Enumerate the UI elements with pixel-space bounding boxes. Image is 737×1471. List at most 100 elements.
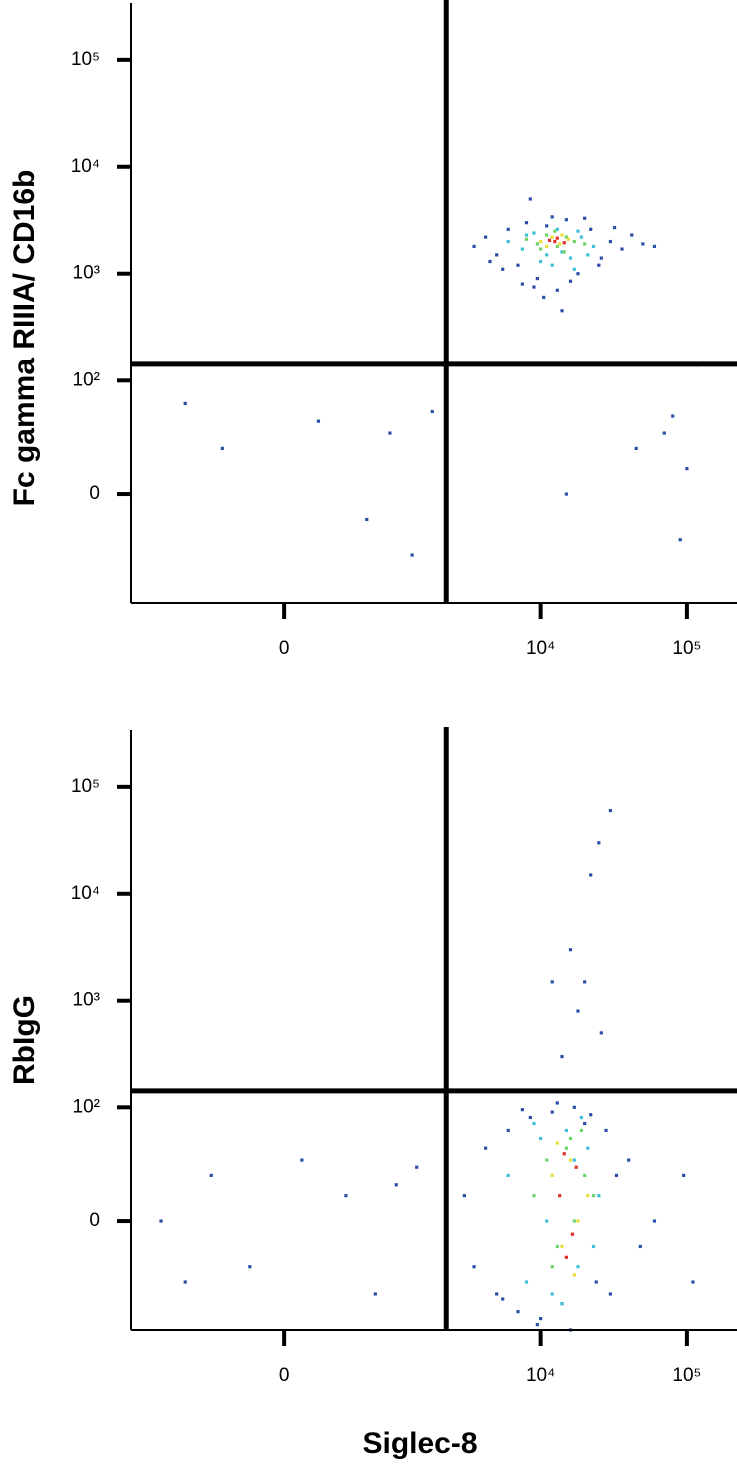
y-tick-label: 10² xyxy=(73,1096,100,1117)
event-dot xyxy=(550,1173,554,1177)
event-dot xyxy=(652,1219,657,1223)
event-dot xyxy=(564,235,568,239)
event-dot xyxy=(501,1297,505,1301)
event-dot xyxy=(576,1009,580,1013)
event-dot xyxy=(560,233,564,237)
event-dot xyxy=(568,1136,573,1141)
event-dot xyxy=(539,239,543,244)
y-tick-label: 10⁴ xyxy=(71,156,100,177)
event-dot xyxy=(564,1255,568,1259)
event-dot xyxy=(550,235,554,239)
event-dot xyxy=(572,1105,576,1109)
event-dot xyxy=(576,1219,580,1223)
x-tick-label: 10⁴ xyxy=(526,638,555,659)
event-dot xyxy=(652,244,657,249)
event-dot xyxy=(562,241,566,245)
event-dot xyxy=(604,1128,608,1133)
event-dot xyxy=(576,229,580,233)
event-dot xyxy=(591,1194,596,1198)
event-dot xyxy=(572,267,576,271)
event-dot xyxy=(572,239,576,244)
event-dot xyxy=(373,1292,377,1296)
y-tick-label: 10⁵ xyxy=(71,49,100,70)
event-dot xyxy=(550,263,554,267)
event-dot xyxy=(520,247,524,251)
event-dot xyxy=(612,225,617,230)
event-dot xyxy=(484,235,488,239)
event-dot xyxy=(594,1280,598,1284)
event-dot xyxy=(589,873,593,877)
event-dot xyxy=(562,1152,566,1156)
event-dot xyxy=(388,431,392,435)
y-tick-label: 10⁴ xyxy=(71,883,100,904)
event-dot xyxy=(484,1146,488,1150)
event-dot xyxy=(524,1280,529,1284)
event-dot xyxy=(472,1265,476,1269)
x-tick-label: 0 xyxy=(279,1365,290,1386)
event-dot xyxy=(520,1108,524,1112)
event-dot xyxy=(410,553,414,557)
event-dot xyxy=(528,1115,532,1120)
event-dot xyxy=(545,224,549,228)
event-dot xyxy=(506,227,510,231)
event-dot xyxy=(572,1273,576,1277)
event-dot xyxy=(300,1158,304,1162)
event-dot xyxy=(344,1194,348,1198)
event-dot xyxy=(495,1292,499,1296)
event-dot xyxy=(539,259,543,264)
x-tick-label: 10⁴ xyxy=(526,1365,555,1386)
event-dot xyxy=(583,1121,587,1126)
event-dot xyxy=(671,414,675,418)
event-dot xyxy=(586,253,590,257)
event-dot xyxy=(506,239,510,244)
event-dot xyxy=(159,1219,163,1223)
event-dot xyxy=(545,1219,549,1223)
event-dot xyxy=(560,250,564,254)
x-tick-label: 0 xyxy=(279,638,290,659)
event-dot xyxy=(365,517,369,522)
event-dot xyxy=(542,295,546,300)
event-dot xyxy=(558,1194,562,1198)
event-dot xyxy=(316,419,321,423)
event-dot xyxy=(568,256,573,260)
event-dot xyxy=(634,446,638,450)
event-dot xyxy=(564,1128,568,1133)
event-dot xyxy=(576,272,580,276)
event-dot xyxy=(568,948,573,952)
event-dot xyxy=(488,259,492,264)
event-dot xyxy=(560,1244,564,1249)
event-dot xyxy=(591,1244,596,1249)
event-dot xyxy=(614,1173,619,1177)
event-dot xyxy=(516,263,520,267)
event-dot xyxy=(579,1128,584,1133)
y-tick-label: 10³ xyxy=(73,990,100,1011)
event-dot xyxy=(553,229,557,233)
event-dot xyxy=(576,1265,580,1269)
x-axis-title: Siglec-8 xyxy=(362,1427,477,1460)
y-axis-title: RbIgG xyxy=(8,995,41,1085)
event-dot xyxy=(638,1244,642,1249)
event-dot xyxy=(641,242,645,246)
event-dot xyxy=(516,1310,520,1314)
event-dot xyxy=(553,239,557,244)
event-dot xyxy=(430,409,434,414)
event-dot xyxy=(685,467,689,471)
event-dot xyxy=(506,1128,510,1133)
event-dot xyxy=(545,233,549,237)
y-tick-label: 10² xyxy=(73,369,100,390)
event-dot xyxy=(564,1146,568,1150)
event-dot xyxy=(560,1054,564,1059)
event-dot xyxy=(550,1265,554,1269)
event-dot xyxy=(562,250,566,254)
event-dot xyxy=(560,309,564,313)
event-dot xyxy=(535,1323,539,1327)
event-dot xyxy=(528,197,532,201)
event-dot xyxy=(532,285,536,289)
event-dot xyxy=(597,841,601,845)
event-dot xyxy=(597,1194,601,1198)
event-dot xyxy=(608,808,613,813)
event-dot xyxy=(545,253,549,257)
y-tick-label: 0 xyxy=(89,1210,100,1231)
event-dot xyxy=(682,1173,686,1177)
